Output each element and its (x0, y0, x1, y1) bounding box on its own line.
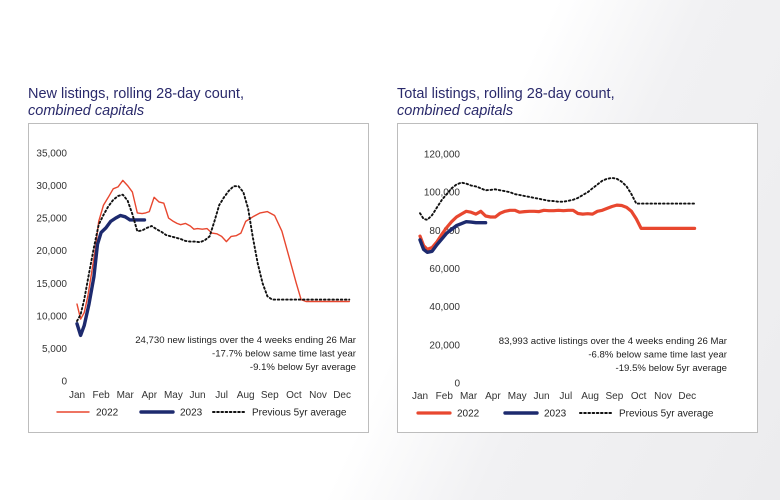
legend-label: 2023 (180, 408, 203, 419)
chart-title-right-sub: combined capitals (397, 103, 514, 119)
x-tick-label: Jul (215, 390, 228, 401)
y-tick-label: 20,000 (429, 340, 460, 351)
x-tick-label: Nov (309, 390, 327, 401)
y-tick-label: 25,000 (36, 214, 67, 225)
x-tick-label: Jan (69, 390, 85, 401)
annotation-line: 24,730 new listings over the 4 weeks end… (135, 335, 357, 346)
legend-label: 2022 (457, 409, 480, 420)
x-tick-label: Aug (237, 390, 255, 401)
x-tick-label: May (164, 390, 183, 401)
x-tick-label: Apr (142, 390, 158, 401)
y-tick-label: 60,000 (429, 264, 460, 275)
legend-label: 2022 (96, 408, 119, 419)
chart-title-right-main: Total listings, rolling 28-day count, (397, 86, 615, 102)
series-line-2022 (418, 203, 697, 251)
legend-label: Previous 5yr average (619, 409, 714, 420)
new-listings-chart: 0 5,000 10,000 15,000 20,000 25,000 30,000 35,0… (28, 123, 369, 433)
x-tick-label: Dec (678, 391, 696, 402)
x-tick-label: Mar (117, 390, 135, 401)
x-tick-label: Oct (631, 391, 647, 402)
x-tick-label: Sep (261, 390, 279, 401)
y-tick-label: 120,000 (424, 150, 461, 161)
y-tick-label: 0 (454, 379, 460, 390)
x-tick-label: Aug (581, 391, 599, 402)
y-tick-label: 10,000 (36, 311, 67, 322)
legend-label: Previous 5yr average (252, 408, 347, 419)
annotation-line: -6.8% below same time last year (588, 350, 727, 361)
x-tick-label: Jul (559, 391, 572, 402)
chart-title-left: New listings, rolling 28-day count, comb… (28, 86, 358, 120)
series-line-2023 (418, 220, 488, 254)
x-tick-label: Dec (333, 390, 351, 401)
x-tick-label: Jan (412, 391, 428, 402)
x-tick-label: Oct (286, 390, 302, 401)
y-tick-label: 40,000 (429, 302, 460, 313)
x-tick-label: Feb (436, 391, 454, 402)
legend-label: 2023 (544, 409, 567, 420)
x-tick-label: Sep (606, 391, 624, 402)
y-tick-label: 100,000 (424, 188, 461, 199)
y-tick-label: 20,000 (36, 246, 67, 257)
series-line-previous-5yr-average (76, 185, 351, 323)
x-tick-label: Apr (485, 391, 501, 402)
x-tick-label: Jun (189, 390, 205, 401)
total-listings-chart-svg: 020,00040,00060,00080,000100,000120,000J… (412, 150, 728, 420)
annotation-line: -9.1% below 5yr average (250, 362, 356, 373)
series-line-2022 (76, 179, 350, 320)
chart-title-left-main: New listings, rolling 28-day count, (28, 86, 244, 102)
chart-title-left-sub: combined capitals (28, 103, 145, 119)
x-tick-label: Feb (92, 390, 110, 401)
x-tick-label: Nov (654, 391, 672, 402)
y-tick-label: 0 (61, 377, 67, 388)
y-tick-label: 30,000 (36, 181, 67, 192)
annotation-line: -19.5% below 5yr average (616, 363, 727, 374)
annotation-line: -17.7% below same time last year (212, 349, 357, 360)
series-line-previous-5yr-average (419, 176, 696, 221)
y-tick-label: 5,000 (42, 344, 67, 355)
total-listings-chart: 0 20,000 40,000 60,000 80,000 100,000 120,000 J… (397, 123, 758, 433)
new-listings-chart-svg: 0 5,000 10,000 15,000 20,000 25,000 30,000 35,0… (36, 149, 357, 419)
chart-title-right: Total listings, rolling 28-day count, co… (397, 86, 757, 120)
annotation-line: 83,993 active listings over the 4 weeks … (499, 336, 728, 347)
x-tick-label: Jun (533, 391, 549, 402)
y-tick-label: 15,000 (36, 279, 67, 290)
x-tick-label: Mar (460, 391, 478, 402)
y-tick-label: 35,000 (36, 149, 67, 160)
x-tick-label: May (508, 391, 527, 402)
series-line-2023 (75, 213, 147, 338)
